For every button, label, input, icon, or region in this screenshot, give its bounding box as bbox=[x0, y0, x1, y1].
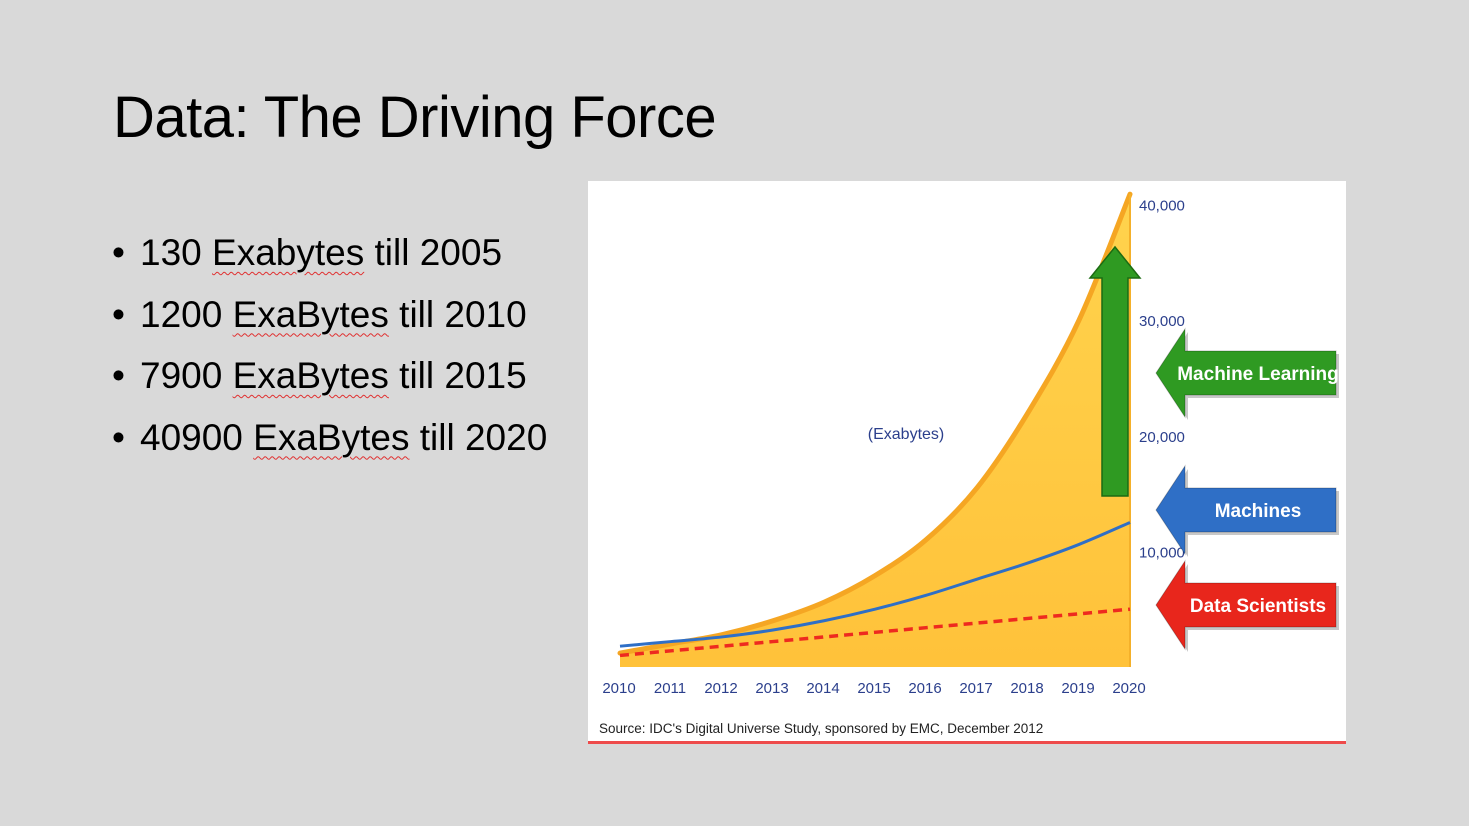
arrow-data-scientists-label: Data Scientists bbox=[1190, 596, 1326, 617]
y-tick-label: 40,000 bbox=[1139, 198, 1185, 215]
chart-image: 10,000 20,000 30,000 40,000 2010 2011 2012 201… bbox=[588, 181, 1346, 744]
x-tick-label: 2019 bbox=[1061, 680, 1094, 697]
arrow-machine-learning-label: Machine Learning bbox=[1177, 364, 1339, 385]
x-tick-label: 2010 bbox=[602, 680, 635, 697]
x-tick-label: 2012 bbox=[704, 680, 737, 697]
x-tick-label: 2013 bbox=[755, 680, 788, 697]
chart-source: Source: IDC's Digital Universe Study, sp… bbox=[599, 721, 1043, 736]
bullet-item: • 40900 ExaBytes till 2020 bbox=[112, 416, 548, 458]
x-tick-label: 2015 bbox=[857, 680, 890, 697]
x-tick-label: 2014 bbox=[806, 680, 839, 697]
arrow-machines-label: Machines bbox=[1215, 501, 1302, 522]
area-total bbox=[620, 194, 1130, 667]
y-axis-label: (Exabytes) bbox=[868, 426, 944, 443]
data-growth-chart: 10,000 20,000 30,000 40,000 2010 2011 2012 201… bbox=[599, 191, 1339, 736]
arrow-machines bbox=[1155, 464, 1337, 556]
x-tick-label: 2018 bbox=[1010, 680, 1043, 697]
x-tick-label: 2011 bbox=[654, 680, 686, 697]
x-tick-label: 2020 bbox=[1112, 680, 1145, 697]
arrow-up-machine-learning bbox=[1088, 245, 1142, 497]
x-tick-label: 2016 bbox=[908, 680, 941, 697]
arrow-machine-learning bbox=[1155, 327, 1337, 419]
slide-title: Data: The Driving Force bbox=[113, 85, 717, 150]
line-machines bbox=[619, 521, 1131, 648]
y-tick-label: 20,000 bbox=[1139, 429, 1185, 446]
bullet-item: • 7900 ExaBytes till 2015 bbox=[112, 355, 527, 396]
line-data-scientists bbox=[619, 607, 1131, 658]
bullet-item: • 1200 ExaBytes till 2010 bbox=[112, 293, 527, 335]
x-tick-label: 2017 bbox=[959, 680, 992, 697]
bullet-list: • 130 Exabytes till 2005 • 1200 ExaBytes t… bbox=[112, 222, 547, 468]
area-total-edge bbox=[617, 191, 1133, 656]
bullet-item: • 130 Exabytes till 2005 bbox=[112, 232, 503, 273]
y-tick-label: 30,000 bbox=[1139, 313, 1185, 330]
y-tick-label: 10,000 bbox=[1139, 544, 1185, 561]
arrow-data-scientists bbox=[1155, 559, 1337, 651]
